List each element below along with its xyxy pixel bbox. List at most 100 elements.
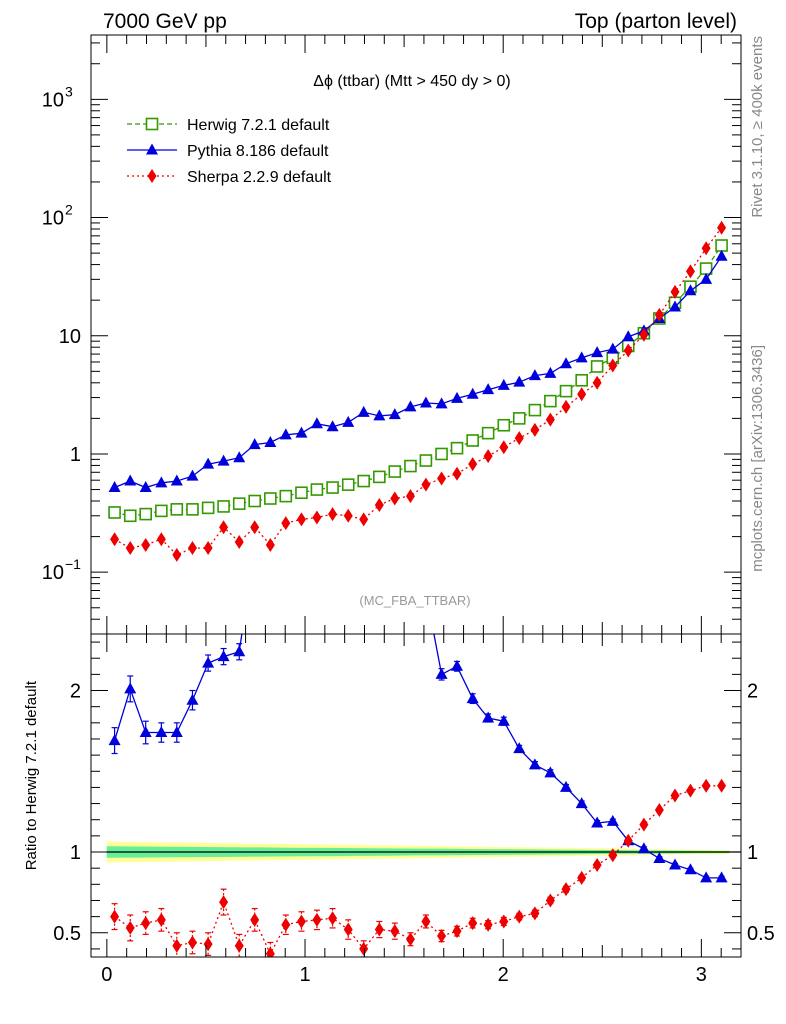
pythia-point [451, 391, 464, 403]
ratio-y-tick-label-right: 1 [747, 842, 758, 864]
herwig-point [404, 459, 417, 473]
pythia-point [622, 330, 635, 342]
sherpa-ratio-point [468, 916, 478, 931]
pythia-point [186, 469, 199, 481]
pythia-point [248, 438, 261, 450]
pythia-ratio-point [155, 726, 168, 738]
sherpa-point [281, 516, 291, 531]
y-tick-label-exponent: 3 [65, 83, 73, 99]
mcplots-label: mcplots.cern.ch [arXiv:1306.3436] [749, 345, 766, 572]
sherpa-point [701, 241, 711, 256]
pythia-ratio-point [591, 816, 604, 828]
herwig-point [170, 503, 184, 516]
x-tick-label: 2 [498, 964, 509, 986]
sherpa-ratio-point [483, 917, 493, 932]
y-tick-label-exponent: 2 [65, 202, 73, 218]
pythia-ratio-point [249, 542, 261, 553]
sherpa-point [312, 510, 322, 525]
pythia-ratio-point [513, 742, 526, 754]
ratio-axes: 0.5 0.5 1 1 2 2 0 1 2 3 [53, 634, 775, 986]
sherpa-point [561, 399, 571, 414]
pythia-point [388, 408, 401, 420]
pythia-point [155, 476, 168, 488]
sherpa-ratio-point [561, 882, 571, 897]
pythia-point [170, 474, 183, 486]
sherpa-point [639, 327, 649, 342]
sherpa-point [234, 535, 244, 550]
pythia-point [404, 400, 417, 412]
pythia-point [264, 436, 277, 448]
pythia-ratio-point [358, 393, 370, 404]
pythia-point [575, 351, 588, 363]
sherpa-ratio-point [405, 932, 415, 947]
plot-title: Δϕ (ttbar) (Mtt > 450 dy > 0) [313, 73, 511, 90]
sherpa-point [187, 541, 197, 556]
herwig-point [497, 418, 511, 432]
sherpa-ratio-point [608, 848, 618, 863]
pythia-ratio-point [669, 858, 682, 870]
pythia-point [233, 451, 246, 463]
sherpa-point [390, 491, 400, 506]
x-tick-label: 3 [696, 964, 707, 986]
sherpa-point [499, 440, 509, 455]
sherpa-ratio-point [437, 929, 447, 944]
pythia-point [217, 454, 230, 466]
sherpa-point [592, 375, 602, 390]
pythia-point [279, 428, 292, 440]
herwig-point [248, 494, 261, 508]
sherpa-point [141, 537, 151, 552]
pythia-ratio-point [575, 797, 588, 809]
pythia-point [108, 481, 121, 493]
ratio-uncertainty-band [106, 841, 741, 863]
pythia-point [310, 417, 323, 429]
x-tick-label: 0 [101, 964, 112, 986]
pythia-point [482, 383, 495, 395]
pythia-ratio-point [637, 842, 650, 854]
pythia-point [669, 300, 682, 312]
sherpa-ratio-point [670, 788, 680, 803]
legend-marker-herwig [145, 117, 159, 131]
pythia-ratio-point [544, 766, 557, 778]
pythia-point [419, 396, 432, 408]
sherpa-ratio-point [125, 920, 135, 935]
sherpa-point [670, 284, 680, 299]
sherpa-point [623, 343, 633, 358]
sherpa-point [328, 507, 338, 522]
sherpa-ratio-point [545, 893, 555, 908]
pythia-point [591, 346, 604, 358]
herwig-point [559, 384, 573, 398]
sherpa-point [483, 449, 493, 464]
sherpa-point [608, 358, 618, 373]
pythia-ratio-point [653, 851, 666, 863]
pythia-line [114, 255, 723, 489]
herwig-point [310, 483, 324, 496]
ratio-y-tick-label-right: 2 [747, 681, 758, 703]
sherpa-point [219, 520, 229, 535]
pythia-ratio-point [202, 656, 215, 668]
ratio-y-tick-label-right: 0.5 [747, 923, 775, 945]
pythia-ratio-point [139, 726, 152, 738]
pythia-point [715, 249, 728, 261]
herwig-point [419, 454, 433, 467]
pythia-ratio-point [482, 711, 495, 723]
pythia-point [466, 387, 479, 399]
herwig-point [481, 426, 495, 440]
sherpa-ratio-point [421, 914, 431, 929]
sherpa-point [437, 471, 447, 486]
herwig-point [217, 500, 230, 513]
sherpa-ratio-point [281, 917, 291, 932]
pythia-ratio-point [466, 692, 479, 704]
sherpa-point [203, 541, 213, 556]
ratio-ylabel: Ratio to Herwig 7.2.1 default [23, 680, 40, 870]
sherpa-point [530, 422, 540, 437]
sherpa-ratio-point [685, 783, 695, 798]
header-left: 7000 GeV pp [103, 10, 227, 33]
herwig-point [544, 394, 557, 408]
herwig-point [450, 441, 464, 455]
sherpa-point [468, 457, 478, 472]
herwig-point [264, 492, 277, 505]
ratio-plot-frame [90, 633, 742, 958]
pythia-point [435, 397, 448, 409]
sherpa-ratio-point [654, 803, 664, 818]
